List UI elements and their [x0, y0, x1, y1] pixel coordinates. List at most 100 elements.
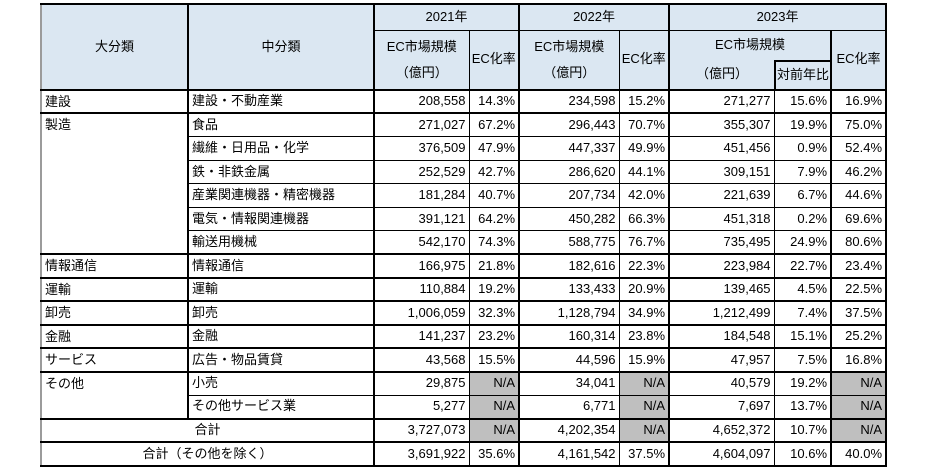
cell-2021-rate: N/A [468, 417, 520, 443]
header-2021-market-size: EC市場規模 （億円） [373, 29, 470, 90]
cell-2022-rate: 22.3% [618, 253, 670, 278]
major-category-cell: 運輸 [40, 276, 189, 302]
minor-category-cell: 産業関連機器・精密機器 [187, 183, 375, 208]
cell-2023-size: 7,697 [668, 394, 775, 419]
cell-2022-size: 160,314 [518, 323, 620, 349]
cell-2023-yoy: 15.6% [773, 88, 832, 114]
cell-2023-size: 271,277 [668, 88, 775, 114]
header-2021-market-size-unit: （億円） [395, 64, 448, 80]
cell-2023-rate: 25.2% [830, 323, 887, 349]
cell-2021-rate: 19.2% [468, 276, 520, 302]
cell-2021-size: 110,884 [373, 276, 470, 302]
cell-2023-rate: 40.0% [830, 441, 887, 466]
cell-2023-rate: 69.6% [830, 206, 887, 231]
cell-2023-size: 4,652,372 [668, 417, 775, 443]
cell-2021-rate: 14.3% [468, 88, 520, 114]
cell-2022-size: 296,443 [518, 112, 620, 137]
table-row: 情報通信 情報通信 166,975 21.8% 182,616 22.3% 223,984 2… [40, 253, 887, 278]
cell-2021-size: 3,727,073 [373, 417, 470, 443]
table-row: 金融 金融 141,237 23.2% 160,314 23.8% 184,548 15.1%… [40, 323, 887, 349]
minor-category-cell: 繊維・日用品・化学 [187, 136, 375, 161]
cell-2023-rate: 16.8% [830, 347, 887, 372]
cell-2021-size: 252,529 [373, 159, 470, 184]
cell-2022-rate: 66.3% [618, 206, 670, 231]
header-year-2021: 2021年 [372, 3, 520, 31]
cell-2023-size: 4,604,097 [668, 441, 775, 466]
major-category-cell: 建設 [40, 88, 189, 114]
cell-2021-rate: 40.7% [468, 183, 520, 208]
header-2022-ec-rate: EC化率 [618, 29, 670, 90]
table-row: 産業関連機器・精密機器 181,284 40.7% 207,734 42.0% 221,6… [41, 183, 887, 208]
table-row: 建設 建設・不動産業 208,558 14.3% 234,598 15.2% 271,277… [40, 88, 887, 114]
cell-2022-rate: 42.0% [618, 183, 670, 208]
cell-2021-size: 43,568 [373, 347, 470, 372]
cell-2023-yoy: 7.9% [773, 159, 832, 184]
cell-2023-size: 47,957 [668, 347, 775, 372]
cell-2022-rate: 44.1% [618, 159, 670, 184]
cell-2022-size: 447,337 [518, 136, 620, 161]
cell-2023-rate: 80.6% [830, 230, 887, 255]
cell-2022-size: 182,616 [518, 253, 620, 278]
cell-2023-rate: 37.5% [830, 300, 887, 325]
minor-category-cell: その他サービス業 [187, 394, 375, 419]
table-row: 電気・情報関連機器 391,121 64.2% 450,282 66.3% 451,318… [41, 206, 887, 231]
cell-2023-yoy: 6.7% [773, 183, 832, 208]
cell-2022-rate: 20.9% [618, 276, 670, 302]
cell-2021-size: 1,006,059 [373, 300, 470, 325]
cell-2022-size: 1,128,794 [518, 300, 620, 325]
cell-2021-rate: 47.9% [468, 136, 520, 161]
cell-2023-size: 451,456 [668, 136, 775, 161]
cell-2022-rate: 15.2% [618, 88, 670, 114]
cell-2022-size: 6,771 [518, 394, 620, 419]
minor-category-cell: 卸売 [187, 300, 375, 325]
major-category-cell: その他 [40, 370, 189, 419]
header-2023-market-size-label: EC市場規模 [715, 36, 786, 52]
cell-2021-rate: 35.6% [468, 441, 520, 466]
major-category-cell: 卸売 [40, 300, 189, 325]
cell-2023-rate: N/A [830, 417, 887, 443]
cell-2023-yoy: 10.7% [773, 417, 832, 443]
cell-2022-rate: 23.8% [618, 323, 670, 349]
table-row: 卸売 卸売 1,006,059 32.3% 1,128,794 34.9% 1,212,49… [40, 300, 887, 325]
header-2023-market-size-unit: （億円） [696, 65, 749, 81]
major-category-cell: 金融 [40, 323, 189, 349]
cell-2021-rate: 15.5% [468, 347, 520, 372]
total-row: 合計（その他を除く） 3,691,922 35.6% 4,161,542 37.5% 4,… [40, 441, 887, 466]
cell-2022-size: 234,598 [518, 88, 620, 114]
cell-2021-size: 271,027 [373, 112, 470, 137]
cell-2021-rate: 23.2% [468, 323, 520, 349]
cell-2021-size: 376,509 [373, 136, 470, 161]
major-category-cell: 情報通信 [40, 253, 189, 278]
cell-2023-yoy: 19.9% [773, 112, 832, 137]
cell-2023-size: 1,212,499 [668, 300, 775, 325]
cell-2023-size: 355,307 [668, 112, 775, 137]
minor-category-cell: 電気・情報関連機器 [187, 206, 375, 231]
cell-2021-size: 166,975 [373, 253, 470, 278]
cell-2022-size: 133,433 [518, 276, 620, 302]
cell-2023-size: 184,548 [668, 323, 775, 349]
cell-2023-yoy: 10.6% [773, 441, 832, 466]
minor-category-cell: 鉄・非鉄金属 [187, 159, 375, 184]
cell-2023-rate: 44.6% [830, 183, 887, 208]
cell-2022-size: 450,282 [518, 206, 620, 231]
cell-2023-rate: 52.4% [830, 136, 887, 161]
cell-2022-rate: N/A [618, 370, 670, 396]
major-category-cell: 製造 [40, 112, 189, 255]
cell-2023-rate: 16.9% [830, 88, 887, 114]
cell-2022-rate: 76.7% [618, 230, 670, 255]
cell-2022-size: 286,620 [518, 159, 620, 184]
cell-2023-yoy: 7.4% [773, 300, 832, 325]
header-2022-market-size-label: EC市場規模 [534, 38, 605, 54]
header-2023-market-size: EC市場規模 （億円） 対前年比 [668, 29, 832, 90]
cell-2021-size: 208,558 [373, 88, 470, 114]
cell-2021-rate: 42.7% [468, 159, 520, 184]
cell-2023-rate: N/A [830, 370, 887, 396]
cell-2022-size: 207,734 [518, 183, 620, 208]
minor-category-cell: 小売 [187, 370, 375, 396]
cell-2021-rate: 32.3% [468, 300, 520, 325]
minor-category-cell: 金融 [187, 323, 375, 349]
cell-2023-yoy: 13.7% [773, 394, 832, 419]
cell-2023-size: 221,639 [668, 183, 775, 208]
cell-2021-rate: 67.2% [468, 112, 520, 137]
cell-2021-rate: 21.8% [468, 253, 520, 278]
